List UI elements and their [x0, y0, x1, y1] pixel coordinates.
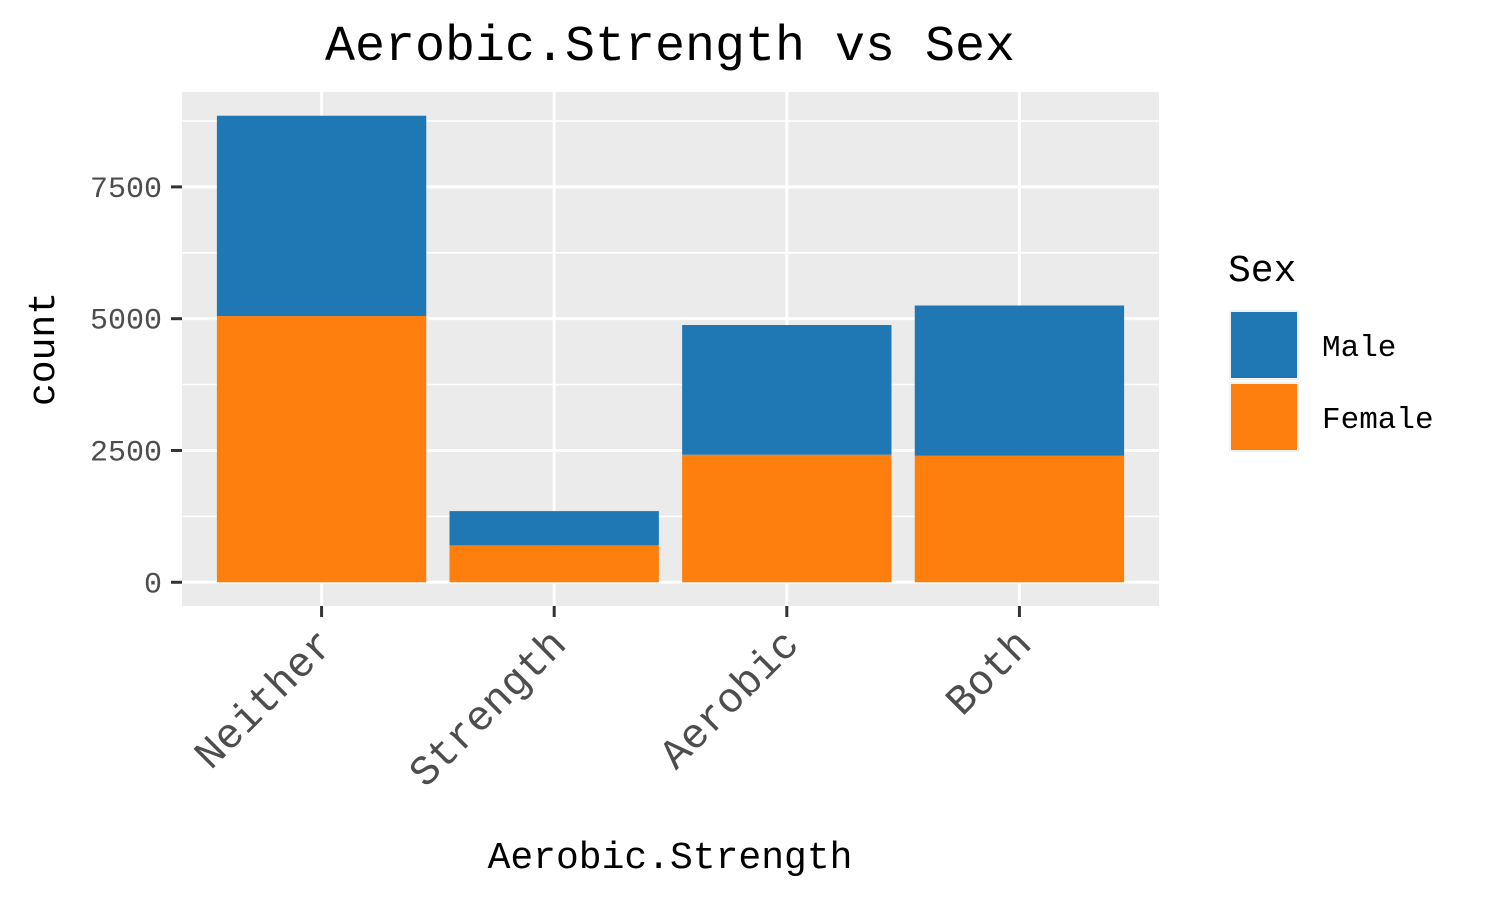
y-tick-label: 5000: [90, 305, 162, 339]
x-axis-title: Aerobic.Strength: [488, 837, 853, 880]
chart-title: Aerobic.Strength vs Sex: [325, 19, 1015, 76]
x-tick-label: Both: [937, 621, 1042, 726]
x-tick-label: Neither: [186, 621, 345, 780]
legend-swatch-male: [1231, 312, 1297, 378]
legend-label-female: Female: [1322, 403, 1434, 438]
x-tick-label: Strength: [401, 621, 578, 798]
bar-male-both: [914, 305, 1125, 456]
y-tick-label: 2500: [90, 436, 162, 470]
bar-female-strength: [449, 545, 659, 583]
legend-title: Sex: [1228, 250, 1296, 293]
bars: [216, 115, 1125, 583]
bar-female-neither: [216, 316, 427, 583]
bar-male-strength: [449, 511, 659, 546]
y-tick-label: 0: [144, 568, 162, 602]
bar-female-aerobic: [682, 454, 892, 583]
bar-male-neither: [216, 115, 427, 317]
legend: Sex Male Female: [1228, 250, 1434, 452]
bar-male-aerobic: [682, 325, 892, 455]
bar-female-both: [914, 455, 1125, 583]
x-tick-label: Aerobic: [651, 621, 810, 780]
y-axis-title: count: [23, 292, 66, 406]
x-axis: Neither Strength Aerobic Both: [186, 606, 1043, 798]
legend-swatch-female: [1231, 384, 1297, 450]
y-tick-label: 7500: [90, 173, 162, 207]
legend-label-male: Male: [1322, 331, 1396, 366]
y-axis: 0 2500 5000 7500: [90, 173, 182, 602]
